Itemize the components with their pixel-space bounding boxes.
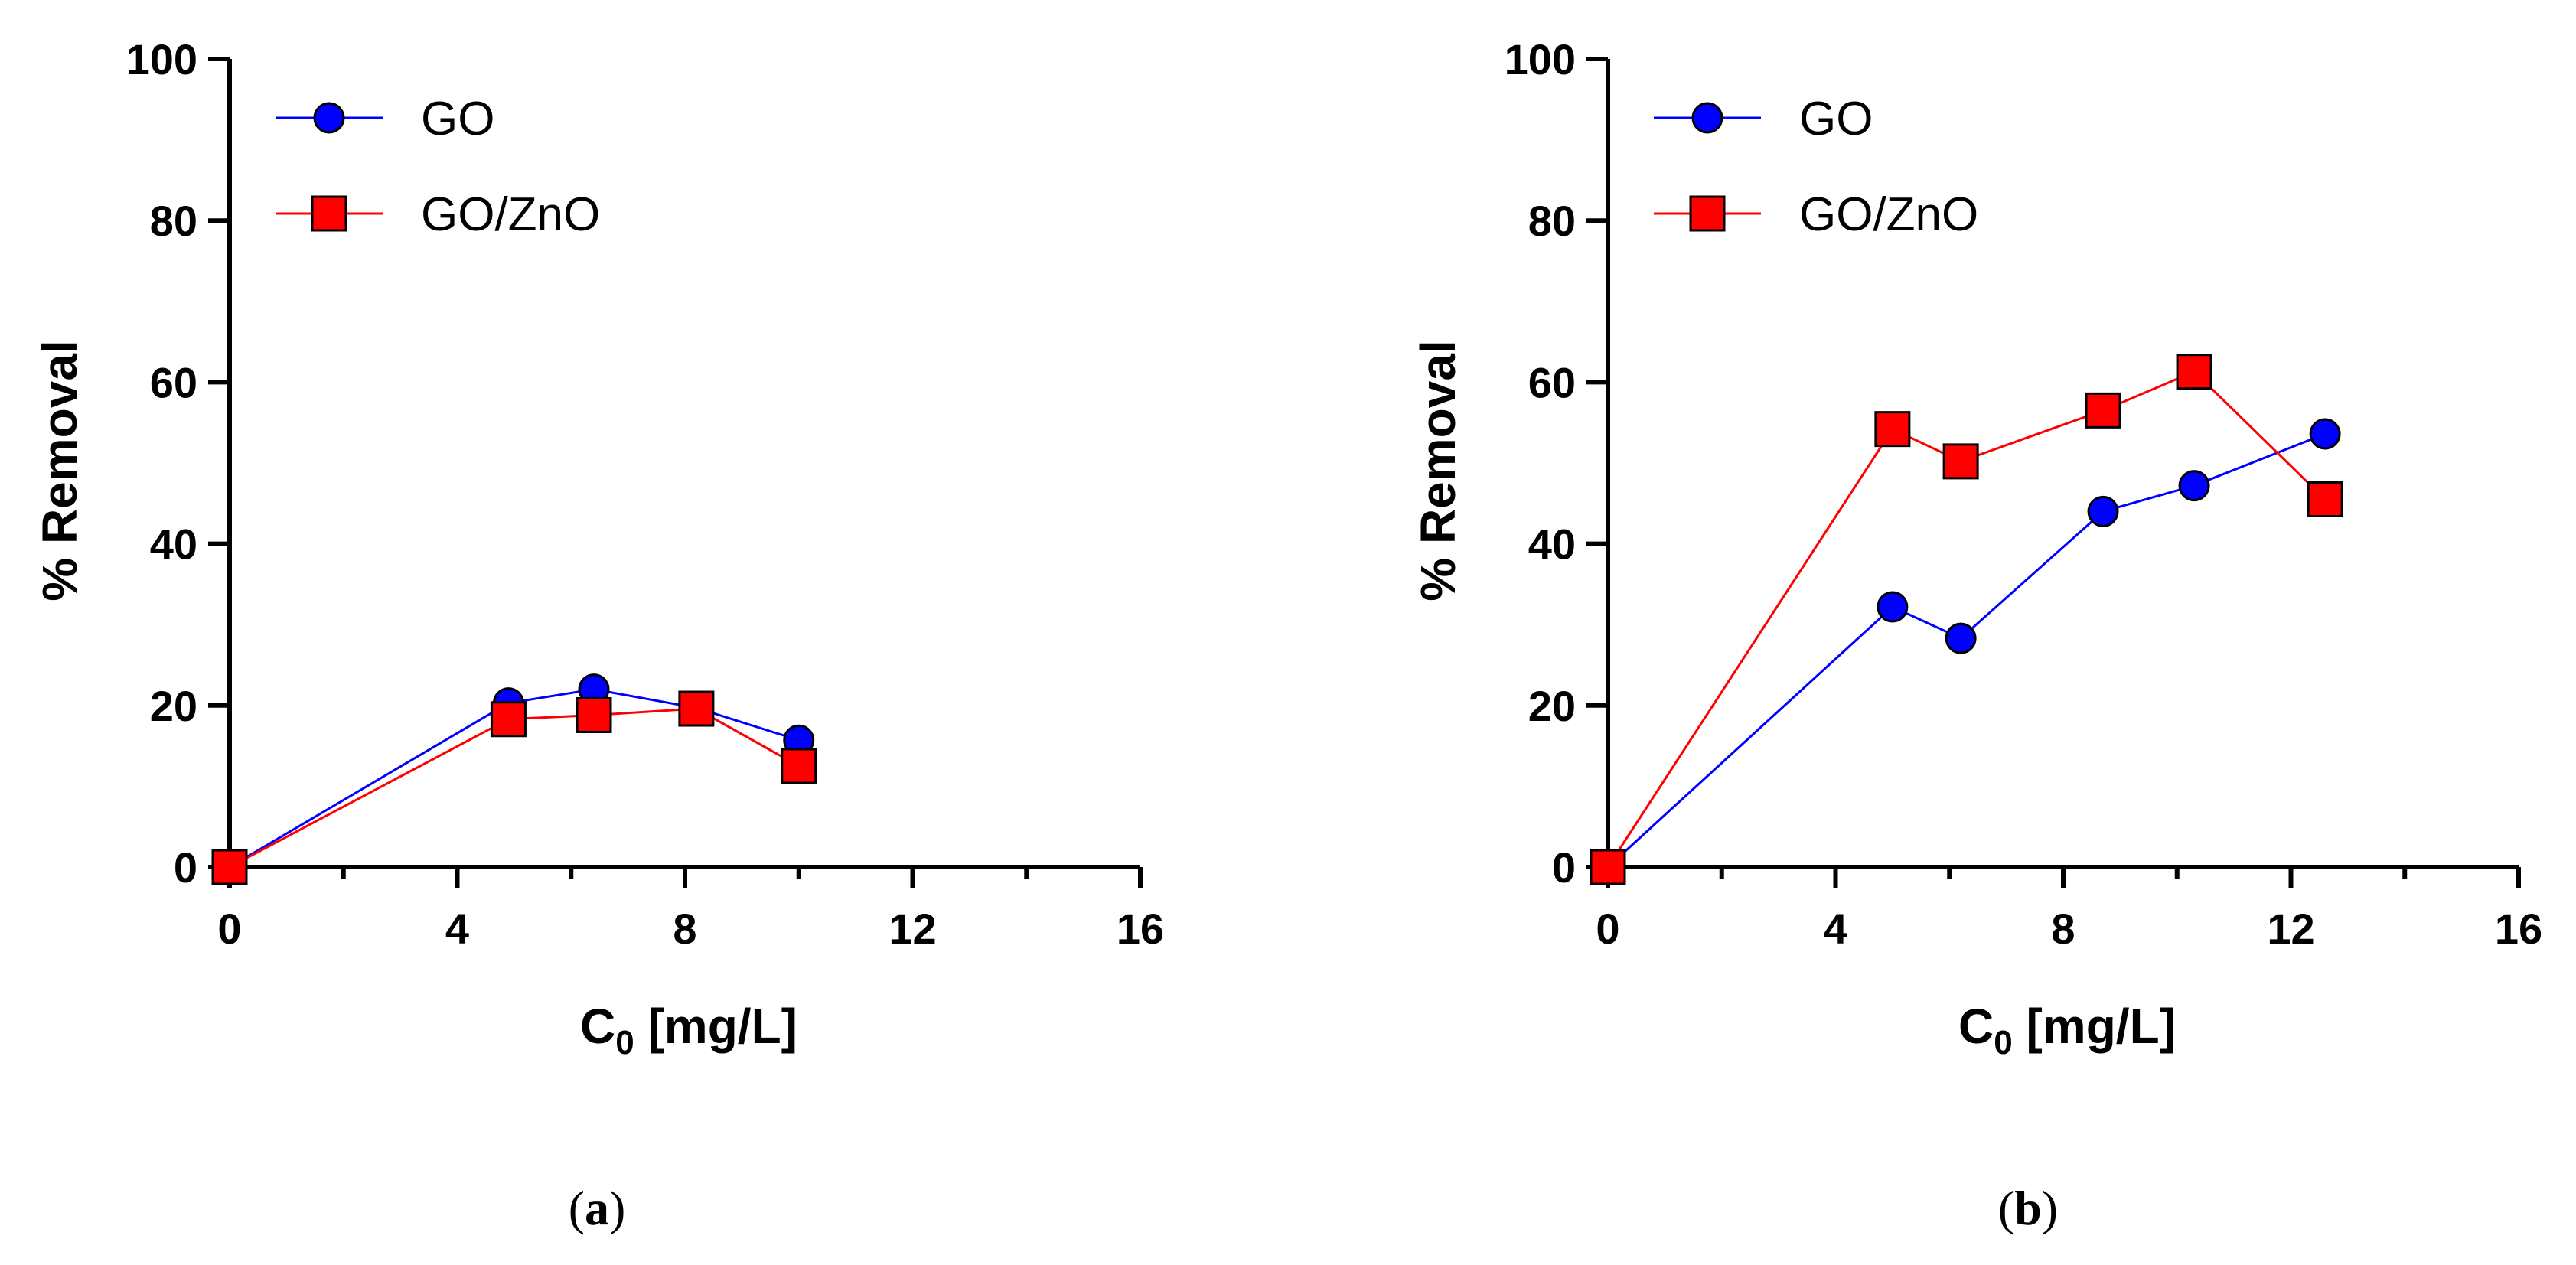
x-tick-label: 16 — [1117, 905, 1164, 953]
legend-label-go: GO — [421, 93, 494, 145]
y-tick-label: 40 — [1528, 520, 1576, 569]
legend-label-go-zno: GO/ZnO — [1799, 188, 1978, 241]
x-tick-label: 8 — [2051, 905, 2075, 953]
y-tick-label: 20 — [1528, 682, 1576, 730]
x-tick-label: 12 — [889, 905, 936, 953]
y-axis-title: % Removal — [1410, 340, 1466, 601]
legend-marker-go — [1691, 102, 1723, 134]
panel-caption: (b) — [1998, 1181, 2058, 1235]
data-point-go-zno — [211, 849, 248, 885]
legend: GO GO/ZnO — [276, 93, 600, 241]
y-tick-label: 20 — [150, 682, 197, 730]
legend-marker-go-zno — [311, 195, 347, 232]
data-point-go — [1945, 622, 1977, 654]
data-point-go-zno — [1590, 849, 1626, 885]
x-tick-label: 16 — [2495, 905, 2542, 953]
legend-marker-go-zno — [1689, 195, 1726, 232]
data-point-go-zno — [781, 748, 817, 784]
y-tick-label: 100 — [1505, 35, 1576, 83]
legend: GO GO/ZnO — [1654, 93, 1978, 241]
legend-label-go: GO — [1799, 93, 1873, 145]
x-tick-label: 0 — [217, 905, 241, 953]
x-tick-label: 0 — [1596, 905, 1619, 953]
data-point-go — [2087, 495, 2119, 527]
data-point-go-zno — [1942, 443, 1979, 480]
y-tick-label: 0 — [1552, 843, 1576, 892]
series-line-go-zno — [1606, 370, 2327, 868]
y-tick-label: 40 — [150, 520, 197, 569]
data-point-go-zno — [678, 690, 715, 727]
data-point-go — [1877, 591, 1909, 623]
x-tick-label: 4 — [1824, 905, 1847, 953]
y-tick-label: 100 — [126, 35, 197, 83]
data-point-go-zno — [2307, 481, 2343, 518]
x-tick-label: 12 — [2267, 905, 2314, 953]
data-point-go-zno — [1874, 411, 1911, 448]
x-axis-title: C0 [mg/L] — [580, 999, 797, 1061]
data-point-go-zno — [2085, 392, 2121, 429]
data-point-go — [2309, 418, 2341, 450]
x-tick-label: 4 — [445, 905, 469, 953]
x-tick-label: 8 — [673, 905, 696, 953]
data-point-go — [2178, 470, 2210, 502]
y-tick-label: 0 — [174, 843, 197, 892]
data-point-go-zno — [576, 696, 612, 733]
y-tick-label: 60 — [150, 358, 197, 406]
legend-marker-go — [313, 102, 345, 134]
panel-caption: (a) — [569, 1181, 626, 1235]
legend-label-go-zno: GO/ZnO — [421, 188, 600, 241]
data-point-go-zno — [2176, 354, 2212, 390]
data-point-go-zno — [490, 701, 527, 738]
y-tick-label: 80 — [1528, 197, 1576, 245]
y-axis-title: % Removal — [32, 340, 87, 601]
x-axis-title: C0 [mg/L] — [1958, 999, 2176, 1061]
y-tick-label: 80 — [150, 197, 197, 245]
y-tick-label: 60 — [1528, 358, 1576, 406]
series-line-go — [1606, 432, 2326, 869]
